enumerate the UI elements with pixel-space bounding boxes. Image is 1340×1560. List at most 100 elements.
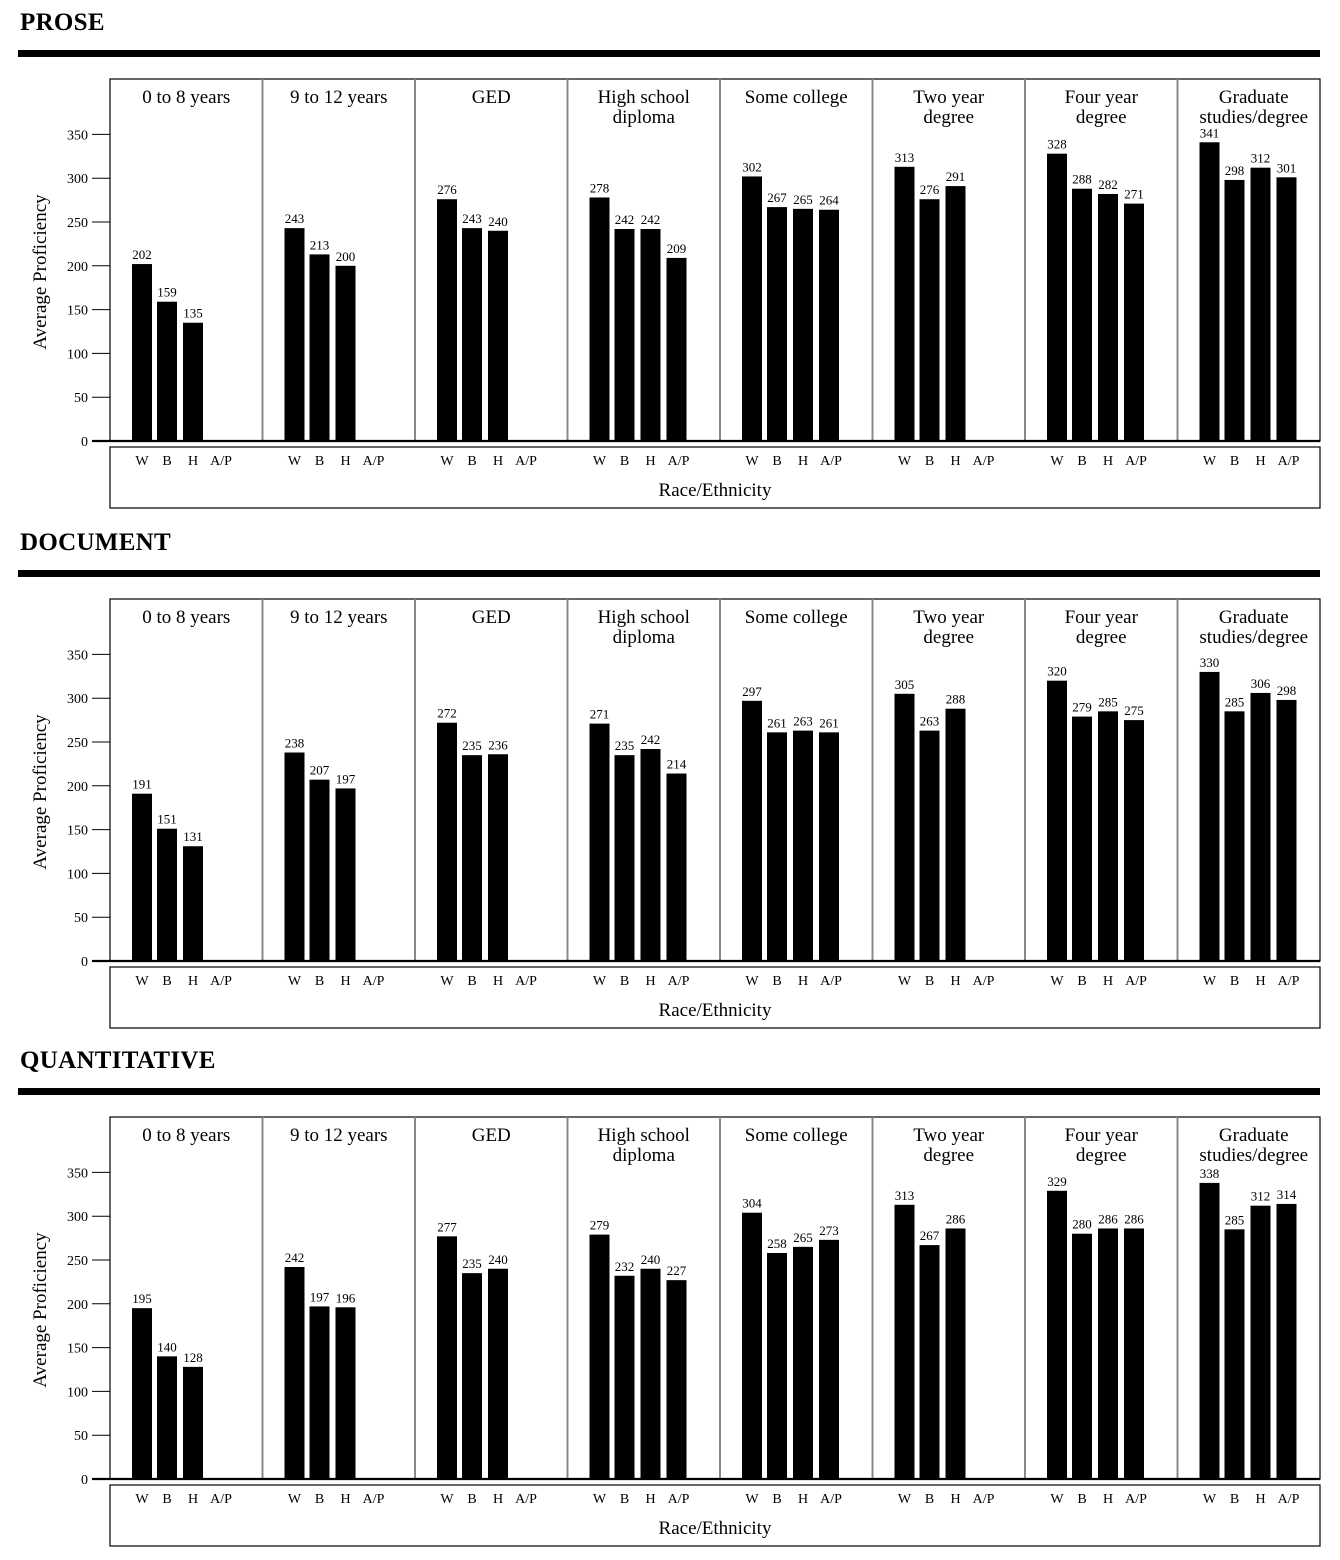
bar-w — [1199, 671, 1220, 961]
bar-h — [183, 846, 203, 961]
bar-b — [1072, 188, 1092, 441]
panel-label-line: GED — [472, 607, 511, 628]
x-category-label: W — [288, 1492, 302, 1507]
panel-label-line: Two year — [913, 1125, 985, 1146]
x-category-label: A/P — [1278, 974, 1300, 989]
x-category-label: B — [925, 1492, 934, 1507]
bar-ap — [1124, 1228, 1144, 1479]
panel-label: High school diploma — [598, 87, 690, 128]
x-category-label: A/P — [1278, 454, 1300, 469]
panel-label: Four year degree — [1065, 1125, 1139, 1166]
panel-label-line: High school — [598, 87, 690, 108]
bar-value-label: 272 — [437, 706, 457, 721]
x-category-label: W — [288, 454, 302, 469]
bar-value-label: 135 — [183, 306, 203, 321]
bar-value-label: 286 — [1098, 1211, 1118, 1226]
bar-ap — [666, 773, 687, 961]
x-label-box — [109, 966, 1321, 1029]
panel-label: Four year degree — [1065, 607, 1139, 648]
panel-label-line: degree — [1076, 627, 1127, 648]
x-category-label: W — [745, 1492, 759, 1507]
bar-value-label: 297 — [742, 684, 762, 699]
x-category-label: B — [315, 454, 324, 469]
panel-label: Two year degree — [913, 87, 985, 128]
bar-value-label: 232 — [615, 1259, 635, 1274]
x-category-label: W — [440, 454, 454, 469]
panel-label-line: GED — [472, 87, 511, 108]
y-axis-title: Average Proficiency — [30, 194, 51, 350]
x-category-label: B — [620, 454, 629, 469]
bar-value-label: 209 — [667, 241, 687, 256]
panel-label-line: High school — [598, 1125, 690, 1146]
bar-ap — [819, 209, 839, 441]
x-category-label: H — [340, 454, 350, 469]
bar-b — [614, 229, 635, 441]
bar-ap — [1124, 720, 1144, 961]
bar-h — [335, 788, 356, 961]
x-category-label: H — [1103, 974, 1113, 989]
bar-w — [1047, 1190, 1067, 1479]
x-category-label: B — [162, 1492, 171, 1507]
panel-label: GED — [472, 1125, 511, 1146]
bar-value-label: 195 — [132, 1291, 152, 1306]
x-category-label: W — [1203, 1492, 1217, 1507]
bar-b — [309, 254, 330, 441]
x-category-label: H — [1103, 454, 1113, 469]
bar-value-label: 243 — [462, 211, 482, 226]
bar-b — [157, 828, 177, 961]
bar-value-label: 202 — [132, 247, 152, 262]
x-category-label: H — [188, 1492, 198, 1507]
bar-value-label: 285 — [1225, 1212, 1245, 1227]
bar-value-label: 312 — [1251, 151, 1271, 166]
x-category-label: W — [440, 974, 454, 989]
bar-ap — [1276, 177, 1297, 441]
bar-value-label: 227 — [667, 1263, 687, 1278]
panel-label-line: Graduate — [1219, 1125, 1289, 1146]
bar-value-label: 240 — [488, 214, 508, 229]
bar-b — [309, 1306, 330, 1479]
bar-ap — [1124, 203, 1144, 441]
bar-value-label: 298 — [1277, 683, 1297, 698]
panel-label: 9 to 12 years — [290, 1125, 388, 1146]
bar-b — [462, 228, 482, 441]
bar-h — [488, 1268, 508, 1479]
section-title: DOCUMENT — [20, 529, 172, 556]
x-category-label: A/P — [973, 974, 995, 989]
bar-value-label: 306 — [1251, 676, 1271, 691]
x-category-label: W — [593, 1492, 607, 1507]
panel-label: Two year degree — [913, 1125, 985, 1166]
x-category-label: A/P — [820, 454, 842, 469]
bar-value-label: 265 — [793, 1230, 813, 1245]
x-category-label: W — [440, 1492, 454, 1507]
x-category-label: A/P — [668, 454, 690, 469]
panel-label-line: Four year — [1065, 87, 1139, 108]
panel-label: Some college — [745, 607, 848, 628]
section-rule — [18, 50, 1320, 57]
bar-w — [284, 1267, 305, 1479]
bar-value-label: 282 — [1098, 177, 1118, 192]
bar-h — [488, 230, 508, 441]
bar-value-label: 140 — [157, 1339, 177, 1354]
bar-value-label: 263 — [793, 714, 813, 729]
bar-b — [919, 1245, 940, 1479]
x-category-label: W — [135, 454, 149, 469]
bar-value-label: 267 — [767, 190, 787, 205]
bar-h — [640, 229, 661, 441]
bar-value-label: 329 — [1047, 1174, 1067, 1189]
bar-value-label: 285 — [1225, 694, 1245, 709]
bar-b — [767, 1252, 787, 1479]
bar-value-label: 265 — [793, 192, 813, 207]
bar-value-label: 191 — [132, 777, 152, 792]
document-chart: 0 50 100 150 200 250 300 350 Average Proficiency… — [30, 598, 1321, 1029]
bar-value-label: 313 — [895, 150, 915, 165]
x-category-label: B — [162, 974, 171, 989]
bar-value-label: 271 — [1124, 187, 1144, 202]
panel-label-line: 0 to 8 years — [142, 1125, 230, 1146]
bar-h — [640, 1268, 661, 1479]
bar-value-label: 298 — [1225, 163, 1245, 178]
panel-label-line: 9 to 12 years — [290, 87, 388, 108]
x-category-label: A/P — [1125, 974, 1147, 989]
bar-b — [309, 779, 330, 961]
bar-value-label: 273 — [819, 1223, 839, 1238]
bar-h — [793, 730, 813, 961]
